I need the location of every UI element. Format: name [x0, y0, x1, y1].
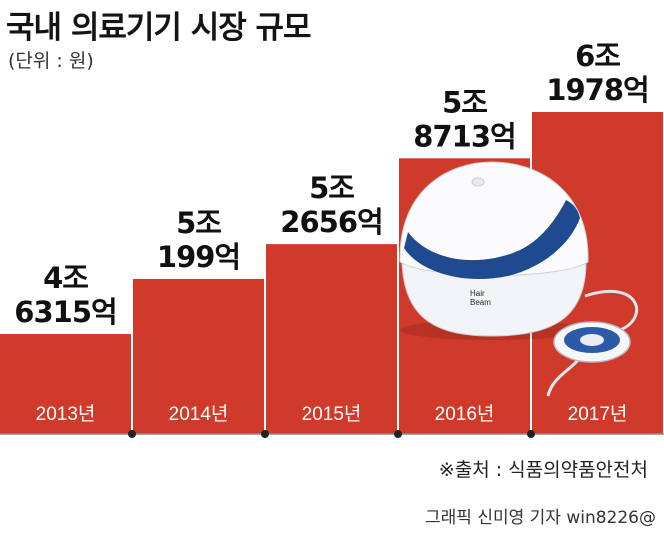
device-blue-band [404, 200, 580, 280]
value-label: 4조 [43, 261, 88, 295]
value-label: 199억 [157, 240, 240, 274]
chart-title: 국내 의료기기 시장 규모 [6, 10, 312, 46]
bar-2014년 [133, 278, 264, 434]
x-axis-tick-dot [128, 430, 136, 438]
value-label: 6315억 [14, 295, 116, 329]
x-axis-tick-dot [527, 430, 535, 438]
x-axis-tick-dot [394, 430, 402, 438]
x-tick-label: 2017년 [568, 403, 628, 425]
x-tick-label: 2015년 [302, 403, 362, 425]
bar-2013년 [0, 334, 131, 434]
value-label: 2656억 [280, 205, 382, 239]
x-tick-label: 2016년 [435, 403, 495, 425]
x-tick-label: 2013년 [36, 403, 96, 425]
graphic-credit: 그래픽 신미영 기자 win8226@ [425, 508, 656, 528]
value-label: 1978억 [546, 73, 648, 107]
value-label: 8713억 [413, 119, 515, 153]
value-label: 5조 [176, 206, 221, 240]
controller-center [580, 334, 604, 346]
source-note: ※출처 : 식품의약품안전처 [438, 459, 648, 481]
bar-2015년 [266, 244, 397, 434]
x-axis-tick-dot [261, 430, 269, 438]
device-top-button [471, 177, 485, 187]
value-label: 5조 [442, 85, 487, 119]
controller-cable [546, 357, 582, 397]
device-base [401, 261, 587, 337]
x-tick-label: 2014년 [169, 403, 229, 425]
device-brand-hair: Hair [470, 289, 485, 298]
value-label: 6조 [575, 39, 620, 73]
device-brand-beam: Beam [470, 298, 491, 307]
value-label: 5조 [309, 171, 354, 205]
unit-label: (단위 : 원) [8, 50, 94, 72]
hair-beam-device-image: Hair Beam [399, 161, 638, 397]
